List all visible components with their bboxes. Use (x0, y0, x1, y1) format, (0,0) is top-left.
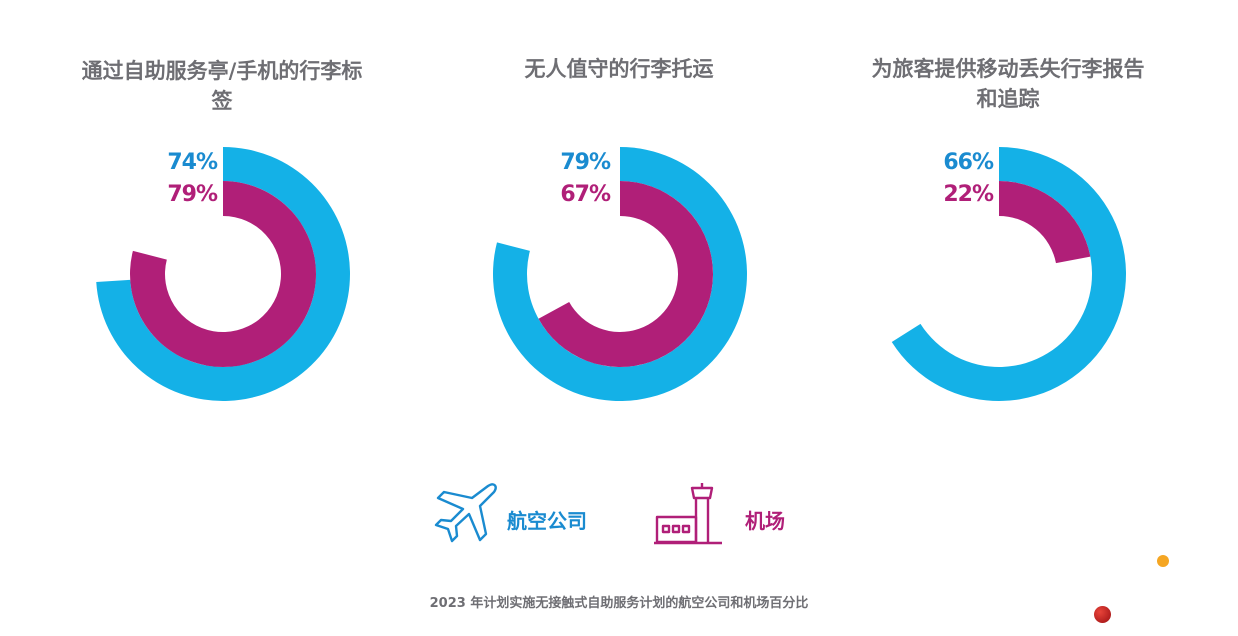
ring-airport-3 (999, 181, 1091, 264)
radial-chart-3 (891, 147, 1126, 402)
value-label-airline-3: 66% (943, 150, 994, 175)
legend-airline-label: 航空公司 (507, 509, 587, 533)
value-label-airport-3: 22% (943, 182, 994, 207)
chart-title-1: 通过自助服务亭/手机的行李标签 (81, 59, 363, 113)
ring-airline-3 (891, 147, 1126, 402)
value-label-airport-1: 79% (167, 182, 218, 207)
orange-dot (1157, 555, 1169, 567)
ring-airport-1 (130, 181, 317, 367)
radial-chart-2 (493, 147, 747, 401)
radial-chart-1 (96, 147, 350, 401)
value-label-airport-2: 67% (560, 182, 611, 207)
value-label-airline-1: 74% (167, 150, 218, 175)
legend-airport-label: 机场 (745, 509, 785, 533)
value-label-airline-2: 79% (560, 150, 611, 175)
chart-title-2: 无人值守的行李托运 (524, 57, 714, 81)
airplane-icon (434, 483, 497, 543)
ring-airport-2 (538, 181, 713, 367)
control-tower-icon (654, 483, 722, 545)
chart-title-3: 为旅客提供移动丢失行李报告和追踪 (871, 57, 1145, 111)
chart-footnote: 2023 年计划实施无接触式自助服务计划的航空公司和机场百分比 (429, 596, 809, 611)
red-dot (1094, 606, 1111, 623)
